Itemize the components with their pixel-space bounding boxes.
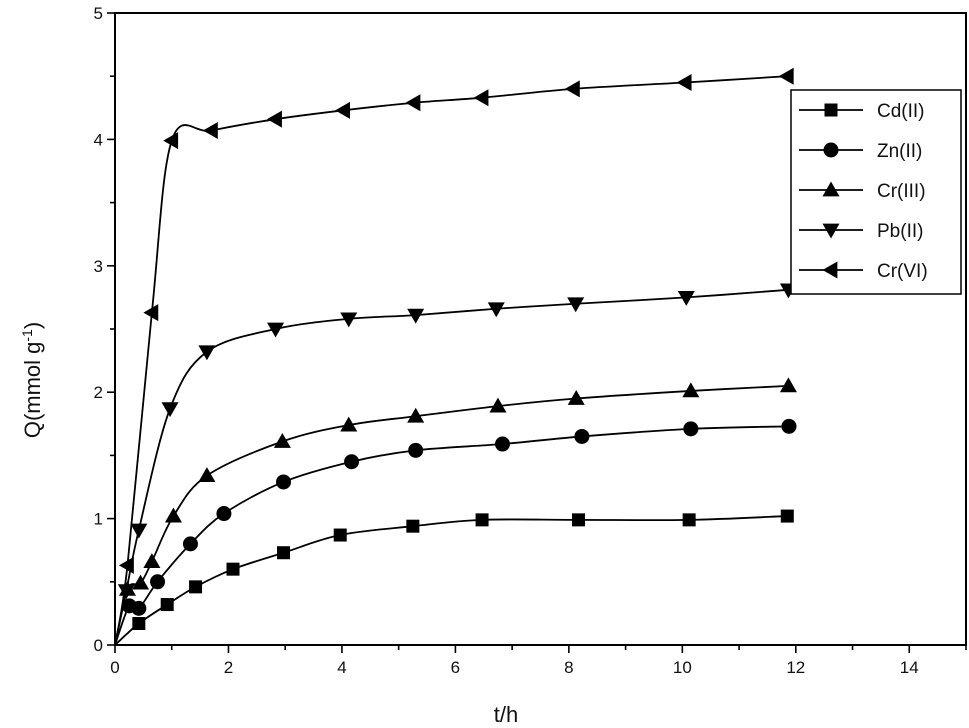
data-point xyxy=(117,584,135,600)
data-point xyxy=(273,432,291,448)
series-0 xyxy=(114,509,794,646)
data-point xyxy=(163,132,179,150)
data-point xyxy=(567,390,585,405)
data-point xyxy=(130,523,148,539)
data-point xyxy=(564,80,580,98)
data-point xyxy=(344,454,360,470)
data-point xyxy=(335,101,351,119)
data-point xyxy=(406,519,420,533)
y-tick-label: 4 xyxy=(94,130,103,149)
data-point xyxy=(778,67,794,85)
y-tick-label: 5 xyxy=(94,4,103,23)
y-axis-title: Q(mmol g-1) xyxy=(19,322,45,438)
data-point xyxy=(202,122,218,140)
data-point xyxy=(182,536,198,552)
y-tick-label: 2 xyxy=(94,383,103,402)
data-point xyxy=(682,513,696,527)
data-point xyxy=(473,89,489,107)
data-point xyxy=(267,322,285,338)
data-point xyxy=(475,513,489,527)
data-point xyxy=(189,580,203,594)
x-tick-label: 4 xyxy=(337,658,346,677)
legend-label: Cr(VI) xyxy=(877,261,928,282)
x-tick-label: 0 xyxy=(110,658,119,677)
series-1 xyxy=(114,418,797,646)
legend-label: Zn(II) xyxy=(877,141,922,162)
legend-marker xyxy=(822,223,840,239)
data-point xyxy=(340,416,358,432)
x-tick-label: 6 xyxy=(451,658,460,677)
y-tick-label: 0 xyxy=(94,636,103,655)
data-point xyxy=(779,377,797,393)
data-point xyxy=(226,562,240,576)
series-line xyxy=(114,75,788,646)
data-point xyxy=(494,436,510,452)
data-point xyxy=(781,418,797,434)
data-point xyxy=(131,600,147,616)
data-point xyxy=(340,312,358,328)
x-axis-title: t/h xyxy=(494,702,518,727)
x-tick-label: 14 xyxy=(900,658,919,677)
series-line xyxy=(114,515,788,646)
x-tick-label: 2 xyxy=(224,658,233,677)
data-point xyxy=(164,507,182,523)
legend: Cd(II) Zn(II) Cr(III) Pb(II) Cr(VI) xyxy=(790,89,962,295)
data-point xyxy=(676,74,692,92)
y-axis-ticks: 0 1 2 3 4 5 xyxy=(94,4,115,655)
legend-label: Pb(II) xyxy=(877,221,923,242)
legend-marker xyxy=(823,142,839,158)
data-point xyxy=(407,308,425,324)
legend-box xyxy=(790,89,962,295)
y-tick-label: 1 xyxy=(94,510,103,529)
data-point xyxy=(275,474,291,490)
x-tick-label: 12 xyxy=(786,658,805,677)
data-point xyxy=(132,574,150,590)
series-2 xyxy=(114,377,797,646)
legend-label: Cd(II) xyxy=(877,101,925,122)
data-point xyxy=(132,617,146,631)
legend-label: Cr(III) xyxy=(877,181,926,202)
series-line xyxy=(114,288,789,646)
data-point xyxy=(677,291,695,306)
data-point xyxy=(489,397,507,413)
data-point xyxy=(407,407,425,423)
y-axis-title-superscript: -1 xyxy=(19,329,35,342)
data-point xyxy=(683,421,699,437)
x-tick-label: 8 xyxy=(564,658,573,677)
x-tick-label: 10 xyxy=(673,658,692,677)
y-axis-title-main: Q(mmol g xyxy=(20,342,45,439)
data-point xyxy=(143,553,161,568)
data-point xyxy=(682,382,700,398)
data-point xyxy=(150,574,166,590)
data-point xyxy=(780,509,794,523)
data-point xyxy=(572,513,586,527)
data-point xyxy=(276,546,290,560)
data-point xyxy=(405,94,421,112)
data-point xyxy=(267,110,282,128)
data-point xyxy=(198,345,216,361)
legend-marker xyxy=(822,181,840,197)
y-axis-title-close: ) xyxy=(20,322,45,329)
data-point xyxy=(216,506,232,522)
data-point xyxy=(198,467,216,482)
data-point xyxy=(487,302,505,318)
data-point xyxy=(161,402,179,418)
data-point xyxy=(333,528,347,542)
series-4 xyxy=(114,67,794,646)
data-point xyxy=(143,304,159,322)
y-tick-label: 3 xyxy=(94,257,103,276)
data-point xyxy=(118,556,134,574)
data-point xyxy=(567,297,585,313)
legend-marker xyxy=(822,261,838,279)
legend-marker xyxy=(824,103,838,117)
x-axis-ticks: 0 2 4 6 8 10 12 14 xyxy=(110,645,967,677)
data-point xyxy=(574,428,590,444)
series-line xyxy=(114,425,790,646)
series-3 xyxy=(114,283,797,646)
series-group xyxy=(114,67,797,646)
data-point xyxy=(408,442,424,458)
data-point xyxy=(160,598,174,612)
